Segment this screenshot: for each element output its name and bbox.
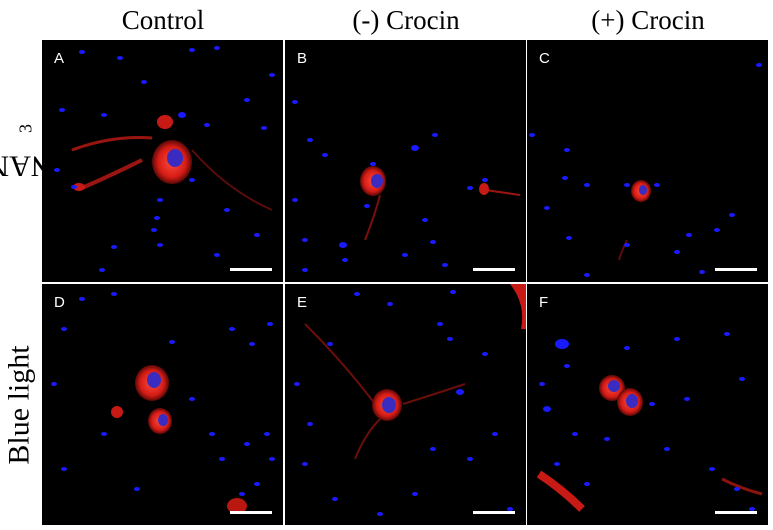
scale-bar-d [230,511,272,514]
panel-label-b: B [297,50,308,67]
panel-label-f: F [539,294,549,311]
micrograph-image-f [536,332,763,512]
column-title-control: Control [121,5,205,35]
scale-bar-e [473,511,515,514]
scale-bar-b [473,268,515,271]
panel-label-e: E [297,294,308,311]
micrograph-panel-a: A [42,40,283,282]
scale-bar-f [715,511,757,514]
micrograph-panel-d: D [42,284,283,525]
micrograph-image-b [292,100,521,272]
scale-bar-c [715,268,757,271]
panel-label-c: C [539,50,550,67]
micrograph-panel-b: B [285,40,526,282]
column-title-minus-crocin: (-) Crocin [352,5,460,35]
micrograph-panel-e: E [285,284,526,525]
column-title-plus-crocin: (+) Crocin [591,5,705,35]
micrograph-image-e [294,284,526,516]
row-title-blue-light: Blue light [3,345,37,465]
micrograph-panel-c: C [527,40,768,282]
panel-label-d: D [54,294,65,311]
micrograph-panel-f: F [527,284,768,525]
scale-bar-a [230,268,272,271]
micrograph-image-c [529,63,762,277]
micrograph-image-d [51,292,275,514]
micrograph-image-a [54,46,275,272]
panel-label-a: A [54,50,65,67]
row-title-nan3: NAN3 [0,124,53,183]
